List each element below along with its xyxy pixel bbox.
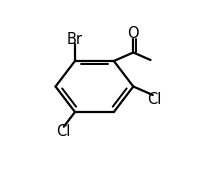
Text: Br: Br — [67, 32, 83, 47]
Text: O: O — [128, 26, 139, 41]
Text: Cl: Cl — [147, 92, 162, 107]
Text: Cl: Cl — [56, 124, 70, 139]
